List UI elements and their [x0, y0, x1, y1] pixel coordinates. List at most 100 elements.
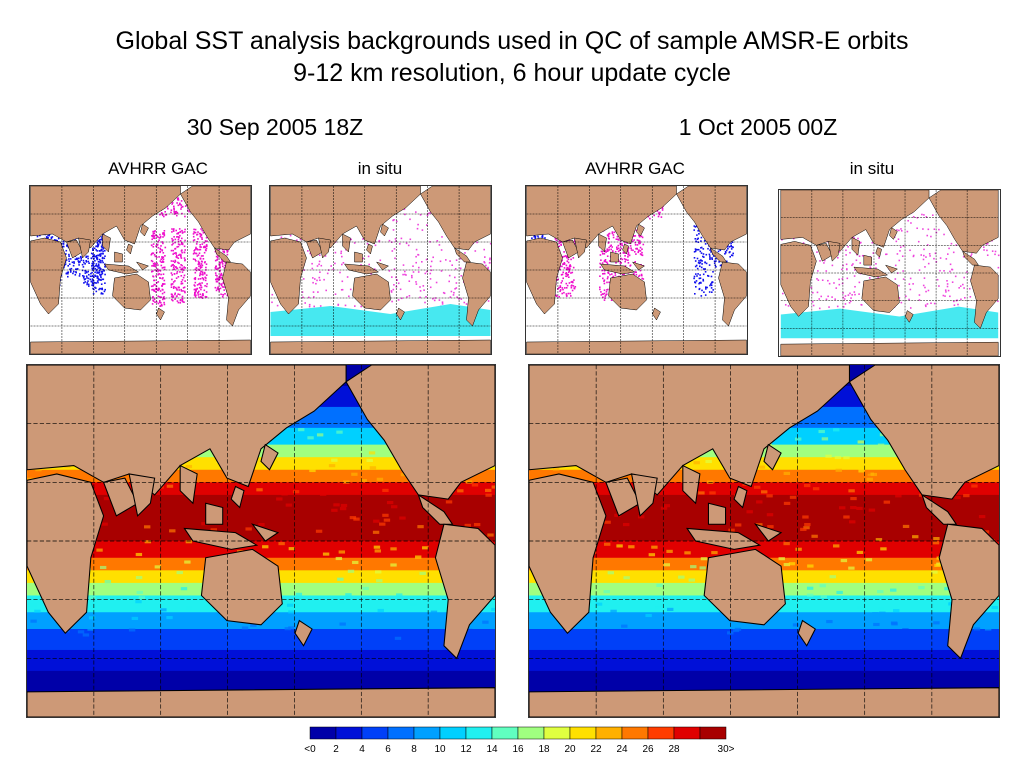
land-antarctica: [529, 687, 999, 717]
land-japan: [636, 223, 645, 237]
insitu-label-right: in situ: [849, 159, 895, 178]
land-india: [78, 237, 91, 259]
land-borneo: [114, 251, 123, 263]
land-eurasia: [270, 186, 421, 249]
colorbar-swatch: [335, 726, 363, 740]
colorbar-tick-label: 26: [642, 744, 654, 755]
colorbar-tick-label: 30>: [718, 744, 735, 755]
page-title-line1: Global SST analysis backgrounds used in …: [115, 27, 909, 55]
colorbar-tick-label: 2: [333, 744, 339, 755]
land-new-guinea: [251, 523, 280, 542]
colorbar-tick-label: 12: [460, 744, 472, 755]
land-antarctica: [270, 339, 491, 354]
colorbar-swatch: [621, 726, 649, 740]
land-antarctica: [27, 687, 495, 717]
land-borneo: [610, 251, 619, 263]
land-new-guinea: [375, 261, 390, 271]
avhrr-label-left: AVHRR GAC: [108, 159, 208, 178]
date-label-left: 30 Sep 2005 18Z: [186, 114, 364, 140]
land-india: [128, 473, 156, 517]
avhrr-map-left: [29, 185, 252, 355]
graticule: [27, 365, 495, 717]
sst-analysis-map-right: [528, 364, 1000, 718]
land-japan: [889, 227, 898, 240]
land-south-america: [970, 264, 999, 329]
land-indonesia: [104, 263, 140, 275]
colorbar-tick-label: 10: [434, 744, 446, 755]
colorbar-tick-label: 16: [512, 744, 524, 755]
land-indonesia: [183, 527, 259, 550]
land-eurasia: [30, 186, 181, 249]
land-indonesia: [344, 263, 380, 275]
land-australia: [861, 276, 900, 313]
land-india: [630, 473, 658, 517]
land-new-zealand: [156, 307, 165, 321]
land-philippines: [622, 243, 629, 255]
colorbar-swatch: [309, 726, 337, 740]
land-eurasia: [526, 186, 677, 249]
insitu-map-right: [778, 189, 1001, 357]
land-indonesia: [686, 527, 762, 550]
land-africa: [780, 241, 817, 317]
land-africa: [30, 237, 67, 315]
insitu-label-left: in situ: [357, 159, 403, 178]
land-philippines: [126, 243, 133, 255]
colorbar-swatch: [361, 726, 389, 740]
land-africa: [27, 473, 105, 634]
land-africa: [270, 237, 307, 315]
land-masses: [270, 186, 491, 354]
land-japan: [380, 223, 389, 237]
colorbar-tick-label: 18: [538, 744, 550, 755]
land-south-america: [222, 261, 251, 327]
sst-analysis-map-left: [26, 364, 496, 718]
colorbar-tick-label: <0: [304, 744, 316, 755]
colorbar-tick-label: 4: [359, 744, 365, 755]
land-masses: [780, 190, 999, 356]
sst-colorbar-legend: <0 2 4 6 8 10 12 14 16 18 20 22 24 26 28 30>: [304, 726, 735, 755]
land-philippines: [230, 485, 245, 509]
colorbar-swatch: [387, 726, 415, 740]
land-north-america: [345, 365, 495, 500]
land-south-america: [718, 261, 747, 327]
land-new-guinea: [884, 264, 898, 274]
land-north-america: [928, 190, 999, 254]
colorbar-swatch: [673, 726, 701, 740]
colorbar-swatch: [647, 726, 675, 740]
land-india: [318, 237, 331, 259]
land-philippines: [733, 485, 748, 509]
page-title-line2: 9-12 km resolution, 6 hour update cycle: [293, 59, 731, 87]
colorbar-swatch: [491, 726, 519, 740]
colorbar-swatch: [543, 726, 571, 740]
land-eurasia: [529, 365, 850, 496]
date-label-right: 1 Oct 2005 00Z: [678, 114, 838, 140]
insitu-map-left: [269, 185, 492, 355]
land-philippines: [875, 246, 882, 258]
colorbar-swatch: [517, 726, 545, 740]
land-south-america: [938, 523, 999, 660]
colorbar-swatch: [439, 726, 467, 740]
land-new-zealand: [294, 619, 313, 647]
land-new-guinea: [754, 523, 783, 542]
land-north-america: [848, 365, 999, 500]
land-masses: [27, 365, 495, 717]
colorbar-tick-label: 6: [385, 744, 391, 755]
land-india: [827, 241, 841, 262]
colorbar-tick-label: 28: [668, 744, 680, 755]
land-borneo: [863, 254, 872, 266]
land-indonesia: [600, 263, 636, 275]
graticule: [270, 186, 491, 354]
graticule: [526, 186, 747, 354]
land-africa: [529, 473, 607, 634]
land-new-zealand: [652, 307, 661, 321]
avhrr-map-right: [525, 185, 748, 355]
land-eurasia: [27, 365, 347, 496]
land-south-america: [462, 261, 491, 327]
land-japan: [140, 223, 149, 237]
colorbar-swatch: [413, 726, 441, 740]
land-north-america: [180, 186, 251, 251]
land-philippines: [366, 243, 373, 255]
colorbar-swatch: [595, 726, 623, 740]
land-masses: [529, 365, 999, 717]
land-indonesia: [853, 266, 889, 278]
land-antarctica: [526, 339, 747, 354]
